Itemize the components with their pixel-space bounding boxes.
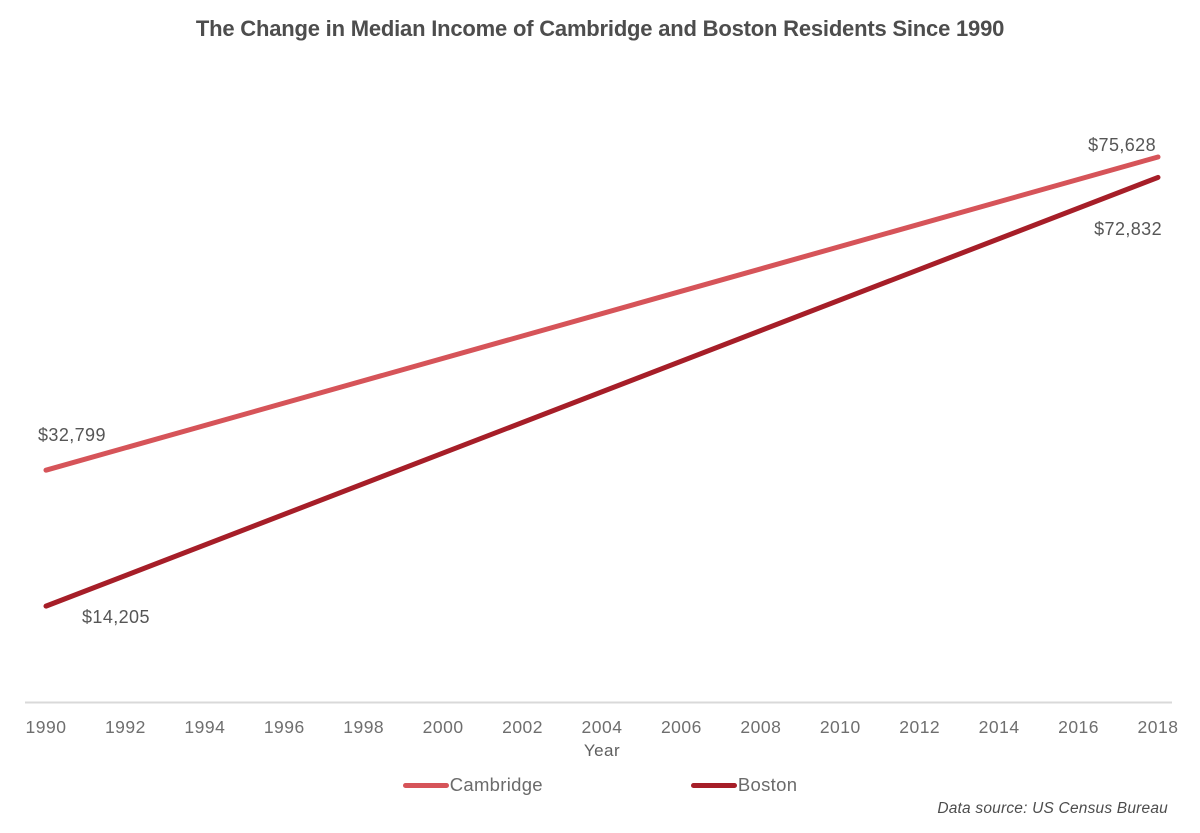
x-tick-label-2000: 2000: [423, 717, 464, 737]
chart-title: The Change in Median Income of Cambridge…: [195, 16, 1005, 41]
data-source-note: Data source: US Census Bureau: [937, 800, 1168, 817]
x-tick-label-2018: 2018: [1138, 717, 1179, 737]
legend-item-cambridge: Cambridge: [402, 774, 543, 796]
boston-value-label-1990: $14,205: [82, 607, 150, 627]
boston-line: [43, 174, 1161, 609]
cambridge-line: [43, 154, 1161, 473]
legend-label-cambridge: Cambridge: [449, 774, 543, 795]
x-tick-label-1992: 1992: [105, 717, 146, 737]
x-tick-label-2010: 2010: [820, 717, 861, 737]
boston-line-swatch: [690, 782, 737, 788]
x-tick-label-1996: 1996: [264, 717, 305, 737]
x-tick-label-1998: 1998: [343, 717, 384, 737]
x-tick-label-2016: 2016: [1058, 717, 1099, 737]
boston-value-label-2018: $72,832: [1094, 219, 1162, 239]
x-tick-label-1994: 1994: [184, 717, 225, 737]
cambridge-value-label-1990: $32,799: [38, 425, 106, 445]
x-tick-label-2014: 2014: [979, 717, 1020, 737]
x-tick-label-2012: 2012: [899, 717, 940, 737]
cambridge-value-label-2018: $75,628: [1088, 135, 1156, 155]
legend: Cambridge Boston: [0, 774, 1200, 796]
x-tick-label-2004: 2004: [582, 717, 623, 737]
legend-item-boston: Boston: [690, 774, 798, 796]
x-axis-title: Year: [583, 741, 621, 760]
x-tick-label-1990: 1990: [26, 717, 67, 737]
cambridge-line-swatch: [402, 782, 449, 788]
x-tick-label-2002: 2002: [502, 717, 543, 737]
x-tick-label-2006: 2006: [661, 717, 702, 737]
x-tick-label-2008: 2008: [740, 717, 781, 737]
legend-label-boston: Boston: [737, 774, 798, 795]
